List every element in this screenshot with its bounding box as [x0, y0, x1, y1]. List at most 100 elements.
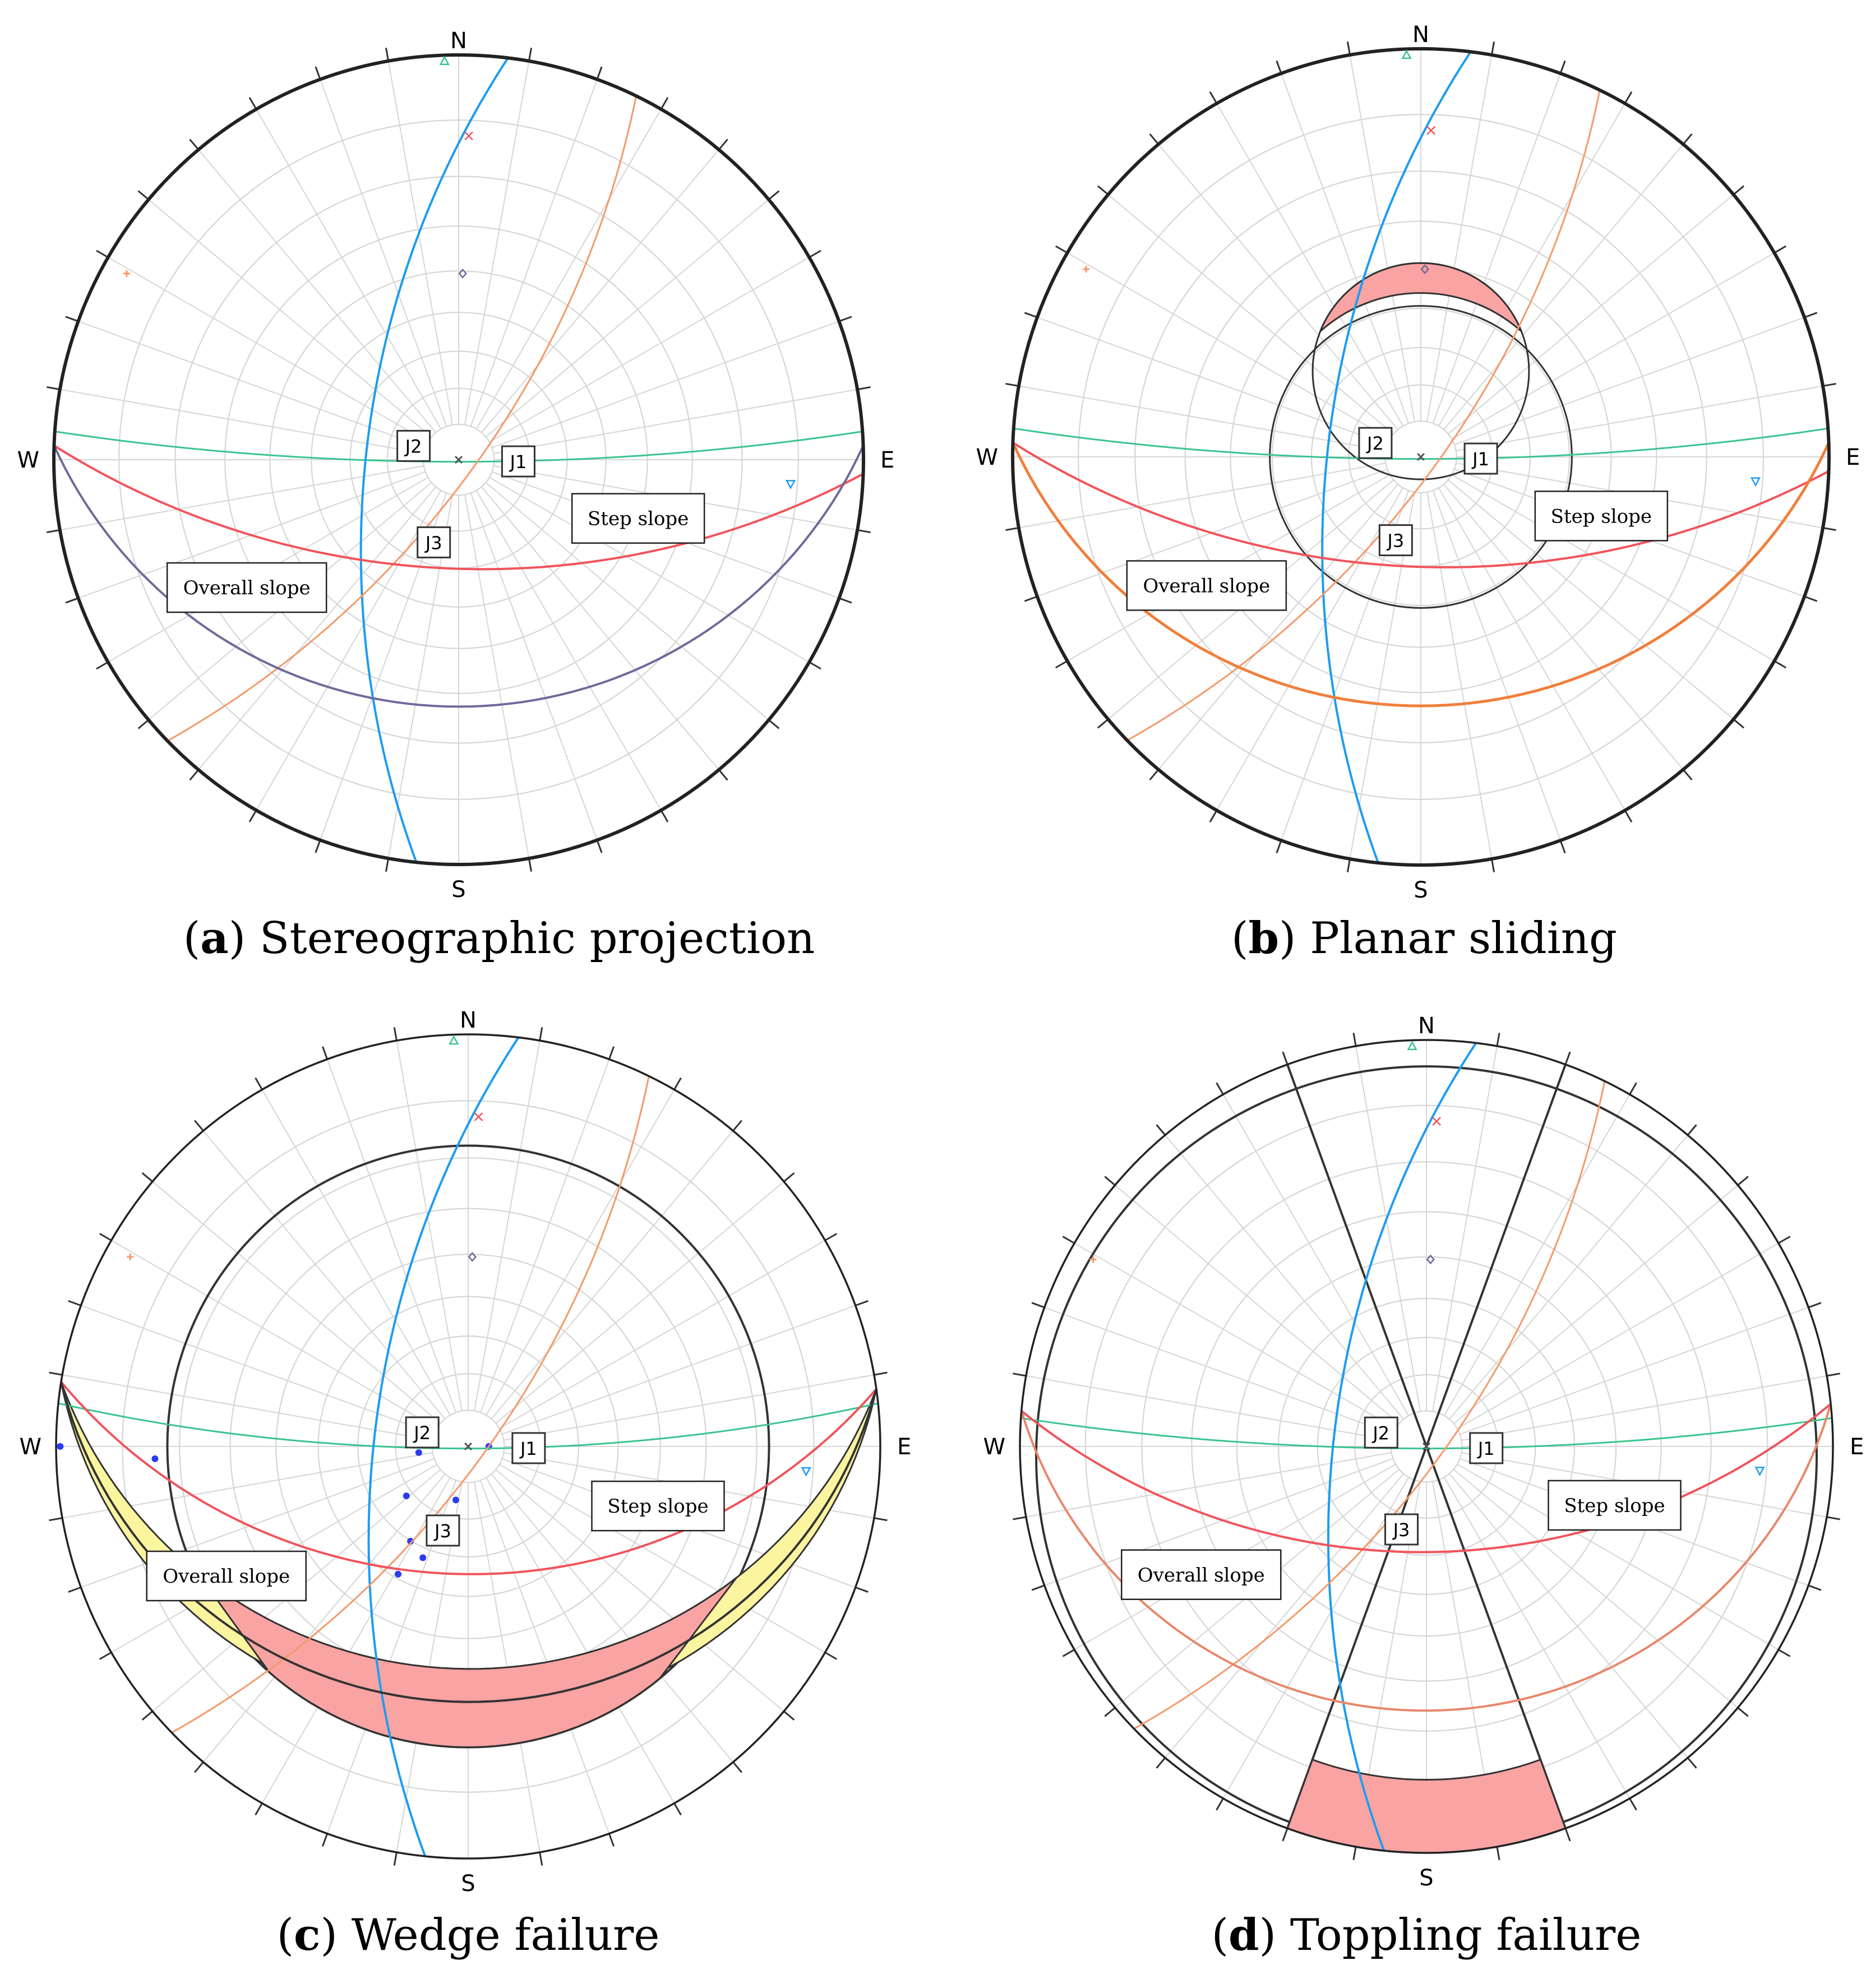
grid-spoke [491, 1130, 734, 1420]
grid-spoke [320, 79, 447, 427]
grid-spoke [464, 61, 530, 425]
grid-spoke [387, 61, 454, 425]
grid-spoke [1451, 474, 1775, 662]
svg-text:J1: J1 [1471, 449, 1489, 470]
overall-slope-pole-icon [1426, 1254, 1435, 1265]
grid-spoke [152, 1181, 441, 1424]
svg-text:J2: J2 [1366, 433, 1384, 454]
grid-spoke [1107, 194, 1394, 434]
azimuth-tick [768, 190, 780, 201]
west-label: W [976, 445, 998, 470]
centre-mark-icon [1416, 452, 1425, 461]
azimuth-tick [824, 1652, 838, 1660]
azimuth-tick [315, 66, 321, 80]
azimuth-tick [732, 1120, 743, 1131]
azimuth-tick [1216, 1798, 1224, 1811]
step-slope-label: Step slope [1548, 1480, 1682, 1531]
j2-great-circle [1321, 51, 1472, 863]
azimuth-tick [596, 66, 603, 80]
azimuth-tick [855, 1586, 869, 1593]
grid-spoke [1457, 1242, 1779, 1430]
step-slope-great-circle [1020, 1403, 1832, 1554]
grid-spoke [1216, 103, 1404, 427]
south-label: S [461, 1871, 475, 1897]
grid-spoke [1432, 73, 1561, 424]
azimuth-tick [1097, 185, 1109, 196]
panel-b-caption: (b) Planar sliding [1231, 913, 1617, 964]
grid-spoke [1216, 487, 1404, 811]
azimuth-tick [1156, 1757, 1166, 1769]
azimuth-tick [1024, 595, 1038, 602]
grid-spoke [256, 109, 442, 429]
grid-spoke [1448, 194, 1734, 434]
j1-label: J1 [501, 445, 535, 478]
grid-spoke [1451, 252, 1775, 440]
j2-label: J2 [405, 1416, 440, 1449]
azimuth-tick [1808, 1584, 1822, 1591]
grid-spoke [396, 1040, 463, 1411]
azimuth-tick [99, 1652, 112, 1660]
azimuth-tick [385, 48, 390, 62]
azimuth-tick [1733, 185, 1745, 196]
azimuth-tick [1149, 769, 1160, 781]
grid-spoke [261, 1089, 451, 1416]
azimuth-tick [838, 316, 852, 322]
azimuth-tick [1629, 1082, 1637, 1095]
azimuth-tick [1737, 1707, 1749, 1717]
grid-spoke [110, 1240, 437, 1429]
azimuth-tick [255, 1077, 263, 1090]
overall-slope-label: Overall slope [146, 1550, 307, 1602]
grid-spoke [492, 321, 839, 449]
azimuth-tick [189, 138, 200, 150]
poles [1083, 49, 1761, 487]
grid-spoke [80, 1305, 435, 1435]
azimuth-tick [673, 1802, 682, 1816]
grid-spoke [474, 1040, 541, 1411]
azimuth-tick [47, 386, 61, 391]
grid-spoke [1426, 492, 1493, 859]
azimuth-tick [1055, 660, 1068, 669]
azimuth-tick [660, 810, 669, 822]
grid-spoke [1449, 1473, 1688, 1759]
j1-label: J1 [1469, 1432, 1504, 1464]
azimuth-tick [193, 1762, 204, 1773]
grid-spoke [499, 1240, 826, 1429]
east-label: E [880, 447, 894, 473]
azimuth-tick [1733, 718, 1745, 729]
grid-spoke [80, 1458, 435, 1588]
svg-text:J1: J1 [1477, 1438, 1495, 1459]
panel-a-stereonet: N S E W J1 J2 J3 Step slope Overall slop… [17, 28, 894, 964]
grid-spoke [1438, 487, 1625, 811]
intersection-point [419, 1554, 427, 1561]
overall-slope-great-circle [1012, 442, 1830, 708]
step-slope-great-circle [1012, 441, 1830, 568]
azimuth-tick [1346, 858, 1351, 872]
north-label: N [460, 1007, 477, 1033]
grid-spoke [62, 1374, 433, 1441]
azimuth-tick [1778, 1236, 1791, 1244]
grid-spoke [495, 1469, 784, 1712]
j3-great-circle [1126, 90, 1601, 742]
grid-spoke [148, 199, 432, 438]
azimuth-ticks [1013, 1033, 1840, 1860]
grid-spoke [480, 1480, 610, 1834]
j3-great-circle [1133, 1081, 1606, 1730]
grid-spoke [1044, 1307, 1393, 1435]
azimuth-tick [137, 190, 149, 201]
friction-circle [1269, 305, 1573, 609]
grid-spoke [1222, 1094, 1410, 1416]
j3-label: J3 [417, 526, 451, 558]
grid-spoke [1349, 54, 1415, 422]
intersection-point [407, 1538, 414, 1545]
azimuth-tick [1031, 1584, 1045, 1591]
panel-a-caption: (a) Stereographic projection [183, 913, 815, 964]
poles [123, 56, 796, 489]
grid-spoke [493, 389, 858, 455]
grid-spoke [491, 1473, 734, 1763]
azimuth-tick [1682, 133, 1693, 145]
svg-text:Overall slope: Overall slope [1138, 1564, 1265, 1587]
j1-pole-icon [1401, 49, 1412, 59]
azimuth-tick [65, 597, 79, 604]
overall-slope-pole-icon [458, 268, 467, 279]
